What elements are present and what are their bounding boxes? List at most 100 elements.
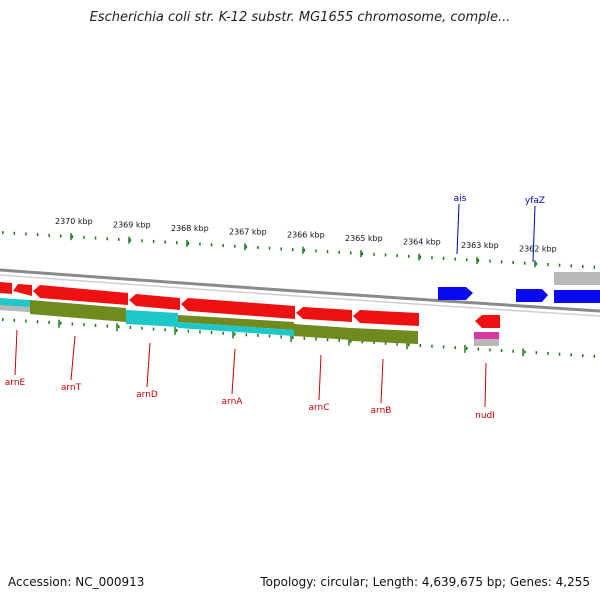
minor-tick-bottom	[454, 346, 456, 350]
gene-nudI-arrow[interactable]	[475, 315, 500, 328]
tick-labels: 2370 kbp 2369 kbp 2368 kbp 2367 kbp 2366 kbp…	[55, 217, 557, 253]
gene-ais-arrow[interactable]	[438, 287, 473, 300]
minor-tick-top	[431, 256, 433, 260]
minor-tick-top	[222, 244, 224, 248]
minor-tick-top	[315, 249, 317, 253]
minor-tick-bottom	[512, 349, 514, 353]
cds-arnA-cyan[interactable]	[178, 322, 294, 336]
tick-label-2363: 2363 kbp	[461, 241, 499, 250]
minor-tick-top	[187, 241, 190, 245]
leader-arnB	[380, 358, 384, 404]
reverse-cds	[0, 298, 499, 346]
leader-arnC	[318, 354, 322, 401]
minor-tick-bottom	[164, 328, 166, 332]
tick-label-2366: 2366 kbp	[287, 231, 325, 240]
gene-arnA-arrow[interactable]	[181, 298, 295, 319]
tick-label-2364: 2364 kbp	[403, 238, 441, 247]
gene-label-arnA[interactable]: arnA	[222, 397, 244, 407]
minor-tick-top	[71, 235, 74, 239]
minor-tick-bottom	[94, 323, 97, 327]
minor-tick-bottom	[396, 342, 398, 346]
cds-arnA-olive[interactable]	[178, 315, 294, 330]
leader-arnE	[14, 329, 18, 376]
minor-tick-bottom	[419, 344, 422, 348]
cds-nudI-magenta[interactable]	[474, 332, 499, 340]
minor-tick-bottom	[524, 350, 526, 354]
minor-tick-bottom	[292, 336, 294, 340]
minor-tick-bottom	[477, 347, 480, 351]
gene-downstream-forward-arrow[interactable]	[554, 290, 600, 303]
minor-tick-bottom	[558, 352, 561, 356]
cds-arnD[interactable]	[126, 310, 178, 327]
minor-tick-top	[558, 263, 561, 267]
minor-tick-bottom	[442, 345, 445, 349]
gene-yfaZ-arrow[interactable]	[516, 289, 548, 302]
minor-tick-top	[582, 265, 584, 269]
gene-label-arnC[interactable]: arnC	[308, 403, 329, 413]
minor-tick-bottom	[60, 321, 62, 325]
gene-label-nudI[interactable]: nudI	[475, 411, 495, 421]
gene-arnE-arrow-2[interactable]	[13, 284, 32, 296]
minor-tick-top	[257, 246, 259, 250]
minor-tick-top	[535, 262, 538, 266]
cds-arnT[interactable]	[30, 300, 126, 322]
minor-tick-top	[373, 252, 375, 256]
minor-tick-top	[129, 238, 132, 242]
label-leaders	[14, 203, 536, 408]
minor-tick-top	[199, 242, 201, 246]
minor-tick-bottom	[48, 321, 50, 325]
backbone-inner	[0, 274, 600, 317]
cds-downstream-forward[interactable]	[554, 272, 600, 285]
gene-label-arnB[interactable]: arnB	[371, 406, 392, 416]
minor-tick-bottom	[234, 332, 236, 336]
cds-arnE-lower[interactable]	[0, 305, 30, 312]
minor-tick-bottom	[187, 329, 190, 333]
minor-tick-bottom	[176, 328, 178, 332]
minor-tick-top	[245, 245, 248, 249]
gene-arnT-arrow[interactable]	[33, 285, 128, 305]
minor-tick-top	[350, 251, 352, 255]
gene-label-yfaZ[interactable]: yfaZ	[525, 196, 545, 206]
minor-tick-bottom	[593, 354, 596, 358]
gene-label-arnE[interactable]: arnE	[5, 378, 26, 388]
minor-tick-top	[477, 258, 480, 262]
tick-label-2367: 2367 kbp	[229, 227, 267, 236]
leader-arnD	[146, 342, 151, 388]
minor-tick-bottom	[268, 334, 271, 338]
minor-tick-top	[338, 250, 340, 254]
minor-tick-bottom	[408, 343, 410, 347]
minor-tick-top	[396, 254, 398, 258]
gene-arnE-arrow[interactable]	[0, 282, 12, 294]
minor-tick-top	[361, 252, 364, 256]
minor-tick-top	[164, 240, 166, 244]
gene-label-arnT[interactable]: arnT	[61, 383, 82, 393]
minor-tick-top	[303, 248, 306, 252]
cds-arnC[interactable]	[294, 324, 351, 340]
gene-arnB-arrow[interactable]	[353, 310, 419, 326]
minor-tick-top	[60, 234, 62, 238]
minor-tick-top	[419, 255, 422, 259]
minor-tick-top	[83, 235, 85, 239]
gene-arnD-arrow[interactable]	[129, 294, 180, 310]
minor-tick-bottom	[199, 330, 201, 334]
minor-tick-bottom	[245, 333, 248, 337]
minor-tick-top	[489, 259, 491, 263]
gene-label-arnD[interactable]: arnD	[136, 390, 158, 400]
reverse-genes	[0, 282, 500, 328]
minor-tick-bottom	[570, 353, 572, 357]
tick-marks-major	[70, 233, 536, 268]
cds-arnB[interactable]	[351, 328, 418, 344]
minor-tick-top	[442, 256, 445, 260]
minor-tick-bottom	[466, 346, 468, 350]
minor-tick-bottom	[36, 320, 39, 324]
cds-nudI-grey[interactable]	[474, 339, 499, 346]
tick-label-2369: 2369 kbp	[113, 221, 151, 230]
gene-arnC-arrow[interactable]	[296, 307, 352, 322]
minor-tick-top	[384, 253, 387, 257]
leader-arnT	[70, 335, 76, 381]
minor-tick-top	[13, 231, 16, 235]
minor-tick-top	[593, 265, 596, 269]
minor-tick-bottom	[152, 327, 155, 331]
minor-tick-top	[118, 237, 120, 241]
gene-label-ais[interactable]: ais	[454, 194, 467, 204]
